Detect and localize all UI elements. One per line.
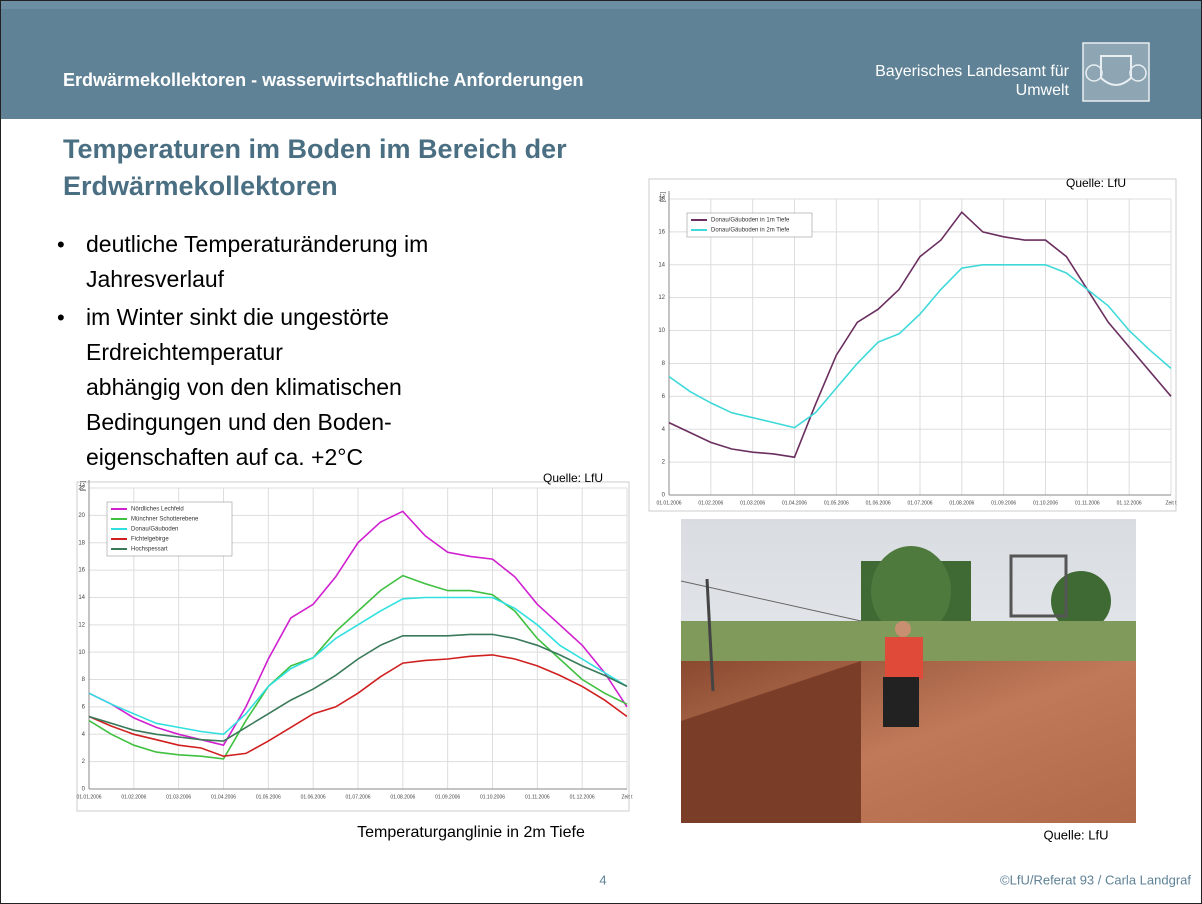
x-tick-label: 01.05.2006 <box>256 794 281 800</box>
bullet-text: eigenschaften auf ca. +2°C <box>86 444 363 470</box>
y-axis-label: [°C] <box>81 481 87 491</box>
bullet-text: abhängig von den klimatischen <box>86 374 402 400</box>
x-tick-label: 01.06.2006 <box>301 794 326 800</box>
legend-box <box>686 212 813 238</box>
legend-label: Donau/Gäuboden <box>131 527 178 533</box>
x-tick-label: 01.02.2006 <box>698 500 723 506</box>
y-tick-label: 8 <box>662 361 666 367</box>
y-tick-label: 12 <box>78 622 85 628</box>
footer-credit: ©LfU/Referat 93 / Carla Landgraf <box>1000 872 1191 887</box>
x-tick-label: Zeit t <box>621 794 633 800</box>
y-tick-label: 12 <box>658 295 665 301</box>
y-tick-label: 4 <box>662 427 666 433</box>
x-tick-label: 01.05.2006 <box>824 500 849 506</box>
y-tick-label: 18 <box>658 197 665 203</box>
x-tick-label: 01.08.2006 <box>390 794 415 800</box>
header-title: Erdwärmekollektoren - wasserwirtschaftli… <box>63 70 583 90</box>
x-tick-label: 01.03.2006 <box>740 500 765 506</box>
crest-logo <box>1082 42 1150 102</box>
x-tick-label: 01.04.2006 <box>211 794 236 800</box>
series-line <box>88 633 628 742</box>
y-tick-label: 20 <box>78 513 85 519</box>
bullet-text: Bedingungen und den Boden- <box>86 409 392 435</box>
y-tick-label: 18 <box>78 540 85 546</box>
series-line <box>88 596 628 736</box>
series-line <box>88 654 628 758</box>
y-axis-label: [°C] <box>661 192 667 202</box>
legend-label: Hochspessart <box>131 547 168 553</box>
x-tick-label: 01.03.2006 <box>166 794 191 800</box>
header-strip <box>1 1 1201 9</box>
header-bar <box>1 1 1201 119</box>
photo <box>680 519 1136 823</box>
y-tick-label: 2 <box>82 759 86 765</box>
x-tick-label: 01.11.2006 <box>525 794 550 800</box>
legend-label: Donau/Gäuboden in 1m Tiefe <box>711 218 790 224</box>
y-tick-label: 10 <box>658 328 665 334</box>
y-tick-label: 0 <box>662 493 666 499</box>
chart-source: Quelle: LfU <box>1066 176 1126 190</box>
y-tick-label: 16 <box>658 229 665 235</box>
x-tick-label: 01.09.2006 <box>991 500 1016 506</box>
bullet-dot: • <box>57 232 65 257</box>
y-tick-label: 10 <box>78 650 85 656</box>
page-number: 4 <box>599 872 606 887</box>
y-tick-label: 14 <box>78 595 85 601</box>
x-tick-label: 01.07.2006 <box>907 500 932 506</box>
x-tick-label: 01.12.2006 <box>1117 500 1142 506</box>
y-tick-label: 4 <box>82 732 86 738</box>
line-chart: 0 2 4 6 8 10 12 14 16 18 01.01.2006 01.02.2006 01.03… <box>648 176 1177 512</box>
y-tick-label: 6 <box>82 704 86 710</box>
x-tick-label: 01.02.2006 <box>121 794 146 800</box>
legend-box <box>106 501 233 557</box>
x-tick-label: 01.01.2006 <box>656 500 681 506</box>
x-tick-label: 01.08.2006 <box>949 500 974 506</box>
y-tick-label: 8 <box>82 677 86 683</box>
series-line <box>88 574 628 760</box>
bullet-dot: • <box>57 305 65 330</box>
bullet-text: Jahresverlauf <box>86 266 225 292</box>
legend-label: Donau/Gäuboden in 2m Tiefe <box>711 228 790 234</box>
y-tick-label: 0 <box>82 787 86 793</box>
y-tick-label: 6 <box>662 394 666 400</box>
org-name: Bayerisches Landesamt für <box>875 63 1070 80</box>
bullet-text: Erdreichtemperatur <box>86 339 283 365</box>
x-tick-label: 01.04.2006 <box>782 500 807 506</box>
slide-title: Erdwärmekollektoren <box>63 171 338 201</box>
x-tick-label: 01.07.2006 <box>345 794 370 800</box>
legend-label: Fichtelgebirge <box>131 537 169 543</box>
legend-label: Nördliches Lechfeld <box>131 507 184 513</box>
x-tick-label: Zeit t <box>1165 500 1177 506</box>
bullet-list: • deutliche Temperaturänderung im Jahresve… <box>57 231 428 470</box>
chart-caption: Temperaturganglinie in 2m Tiefe <box>357 824 585 841</box>
x-tick-label: 01.10.2006 <box>1033 500 1058 506</box>
x-tick-label: 01.09.2006 <box>435 794 460 800</box>
series-line <box>668 264 1172 429</box>
x-tick-label: 01.06.2006 <box>866 500 891 506</box>
y-tick-label: 2 <box>662 460 666 466</box>
y-tick-label: 16 <box>78 568 85 574</box>
slide-title: Temperaturen im Boden im Bereich der <box>63 134 567 164</box>
x-tick-label: 01.10.2006 <box>480 794 505 800</box>
x-tick-label: 01.12.2006 <box>570 794 595 800</box>
chart-source: Quelle: LfU <box>543 471 603 485</box>
bullet-text: im Winter sinkt die ungestörte <box>86 304 389 330</box>
line-chart: 0 2 4 6 8 10 12 14 16 18 20 22 01.01.2006 01.02.2006 0… <box>76 471 633 841</box>
series-line <box>88 510 628 747</box>
org-name: Umwelt <box>1016 82 1070 99</box>
y-tick-label: 22 <box>78 486 85 492</box>
legend-label: Münchner Schotterebene <box>131 517 199 523</box>
x-tick-label: 01.01.2006 <box>76 794 101 800</box>
y-tick-label: 14 <box>658 262 665 268</box>
photo-source: Quelle: LfU <box>1043 827 1108 842</box>
bullet-text: deutliche Temperaturänderung im <box>86 231 428 257</box>
x-tick-label: 01.11.2006 <box>1075 500 1100 506</box>
